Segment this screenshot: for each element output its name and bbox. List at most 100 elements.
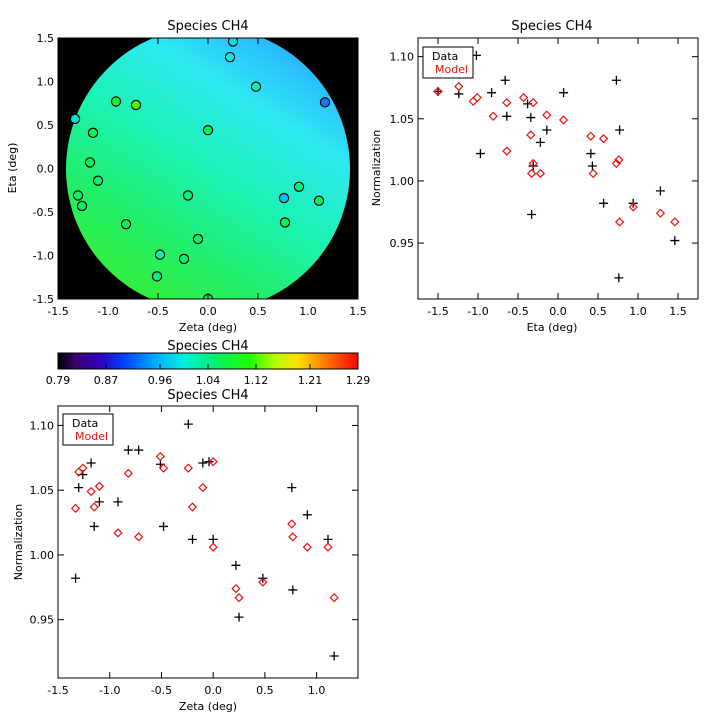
zeta-data-point xyxy=(94,497,104,507)
map-point xyxy=(279,217,291,228)
map-point xyxy=(84,157,96,168)
eta-y-tick-label: 1.05 xyxy=(390,113,415,126)
colorbar-tick-label: 1.29 xyxy=(346,374,371,387)
eta-model-point xyxy=(433,86,443,97)
zeta-model-point xyxy=(158,463,169,473)
map-point xyxy=(319,97,331,108)
zeta-data-point xyxy=(231,560,241,570)
eta-data-point xyxy=(535,137,545,147)
zeta-data-point xyxy=(287,483,297,493)
zeta-model-point xyxy=(208,542,218,552)
eta-data-point xyxy=(542,125,552,135)
zeta-data-point xyxy=(159,521,169,531)
map-point xyxy=(92,175,104,186)
map-y-label: Eta (deg) xyxy=(6,143,19,194)
map-panel: Species CH4 -1.5 -1.0 -0.5 0.0 0.5 1.0 1.5 -1.… xyxy=(6,19,367,334)
map-x-tick-label: -0.5 xyxy=(147,305,168,318)
map-point xyxy=(178,253,190,265)
zeta-model-point xyxy=(113,528,123,538)
eta-model-point xyxy=(558,115,569,125)
zeta-plot-frame xyxy=(57,405,359,679)
zeta-model-point xyxy=(329,593,339,603)
eta-x-tick-label: -1.0 xyxy=(467,305,488,318)
eta-x-label: Eta (deg) xyxy=(527,321,578,334)
map-point xyxy=(224,51,236,63)
map-x-tick-label: 1.5 xyxy=(349,305,367,318)
eta-model-point xyxy=(542,110,552,120)
zeta-legend-box xyxy=(62,413,114,446)
colorbar-tick-label: 0.96 xyxy=(148,374,173,387)
map-x-axis: -1.5 -1.0 -0.5 0.0 0.5 1.0 1.5 xyxy=(47,38,367,318)
eta-model-point xyxy=(588,168,598,179)
colorbar-title: Species CH4 xyxy=(167,339,248,354)
zeta-model-point xyxy=(123,468,133,479)
eta-model-point xyxy=(614,217,625,227)
eta-data-point xyxy=(527,209,537,219)
eta-x-tick-label: -0.5 xyxy=(507,305,528,318)
colorbar-ticks: 0.79 0.87 0.96 1.04 1.12 1.21 1.29 xyxy=(46,364,371,387)
zeta-legend-data: Data xyxy=(72,417,98,430)
zeta-model-point xyxy=(89,502,99,512)
map-y-tick-label: 0.5 xyxy=(37,119,55,132)
zeta-data-point xyxy=(329,651,339,661)
map-point xyxy=(76,200,88,212)
map-point xyxy=(110,96,122,107)
map-point xyxy=(313,195,325,206)
eta-y-tick-label: 1.10 xyxy=(390,51,415,64)
eta-model-point xyxy=(586,131,596,141)
map-point xyxy=(154,249,166,260)
map-x-tick-label: 0.0 xyxy=(199,305,217,318)
zeta-x-tick-label: 0.0 xyxy=(204,684,222,697)
eta-model-point xyxy=(528,158,538,169)
zeta-model-point xyxy=(323,542,333,552)
zeta-model-point xyxy=(208,457,218,467)
eta-data-point xyxy=(487,88,497,98)
zeta-y-tick-label: 1.05 xyxy=(30,484,55,497)
eta-legend: Data Model xyxy=(422,46,474,79)
eta-x-tick-label: 0.5 xyxy=(589,305,607,318)
eta-model-point xyxy=(472,93,482,103)
eta-data-point xyxy=(655,186,665,196)
zeta-x-tick-label: -0.5 xyxy=(151,684,172,697)
zeta-y-tick-label: 1.00 xyxy=(30,549,55,562)
eta-model-point xyxy=(614,155,624,165)
eta-model-point xyxy=(526,168,537,179)
zeta-data-point xyxy=(134,445,144,455)
eta-data-point xyxy=(615,125,625,135)
map-point xyxy=(87,127,99,139)
eta-model-point xyxy=(526,130,536,140)
zeta-x-tick-label: 1.0 xyxy=(308,684,326,697)
zeta-data-point xyxy=(187,534,197,544)
eta-model-point xyxy=(611,158,622,169)
zeta-y-label: Normalization xyxy=(12,504,25,580)
zeta-model-point xyxy=(134,532,144,542)
map-y-tick-label: 1.0 xyxy=(37,76,55,89)
zeta-data-point xyxy=(123,445,133,455)
zeta-data-point xyxy=(71,573,81,583)
eta-model-point xyxy=(655,208,666,218)
zeta-panel: Species CH4 -1.5 -1.0 -0.5 0.0 0.5 1.0 0.95 1.0… xyxy=(12,388,359,713)
zeta-model-point xyxy=(231,583,241,594)
zeta-x-label: Zeta (deg) xyxy=(179,700,237,713)
eta-legend-box xyxy=(422,46,474,79)
eta-data-point xyxy=(587,161,597,171)
eta-data-point xyxy=(500,75,510,85)
map-x-tick-label: 0.5 xyxy=(249,305,267,318)
map-y-tick-label: -0.5 xyxy=(33,206,54,219)
zeta-model-point xyxy=(94,481,105,491)
map-point xyxy=(130,99,142,111)
eta-data-point xyxy=(586,149,596,159)
eta-model-point xyxy=(535,168,546,179)
eta-y-tick-label: 1.00 xyxy=(390,175,415,188)
zeta-model-point xyxy=(70,503,81,513)
eta-data-point xyxy=(614,273,624,283)
eta-x-tick-label: 1.0 xyxy=(629,305,647,318)
colorbar-tick-label: 1.12 xyxy=(244,374,269,387)
zeta-axes: -1.5 -1.0 -0.5 0.0 0.5 1.0 0.95 1.00 1.05 1.10 xyxy=(30,406,358,697)
eta-plot-frame xyxy=(417,37,699,300)
eta-model-point xyxy=(488,111,498,121)
eta-model-point xyxy=(502,97,512,108)
zeta-data-point xyxy=(89,521,99,531)
map-x-tick-label: 1.0 xyxy=(299,305,317,318)
colorbar-tick-label: 0.79 xyxy=(46,374,71,387)
